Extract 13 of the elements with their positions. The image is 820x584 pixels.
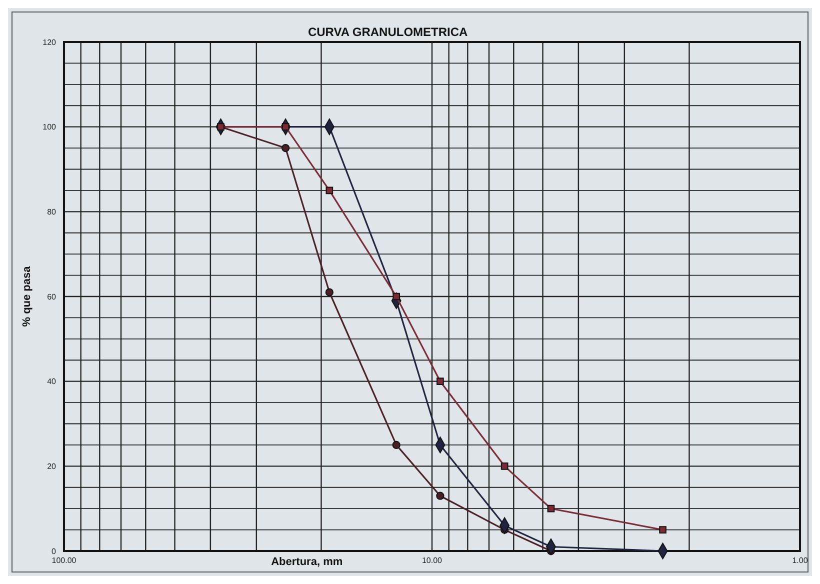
y-tick-label: 40 [47,377,57,386]
y-axis-title: % que pasa [21,265,33,327]
chart-title: CURVA GRANULOMETRICA [308,25,468,39]
x-tick-label: 10.00 [422,556,443,565]
y-tick-label: 0 [52,546,57,556]
y-tick-label: 20 [47,462,57,471]
x-tick-label: 1.00 [792,556,808,565]
y-tick-label: 60 [47,292,57,302]
y-tick-label: 120 [42,38,57,47]
y-tick-label: 100 [42,122,57,132]
x-tick-label: 100.00 [52,556,77,565]
x-axis-title: Abertura, mm [271,556,343,568]
y-tick-label: 80 [47,207,57,216]
